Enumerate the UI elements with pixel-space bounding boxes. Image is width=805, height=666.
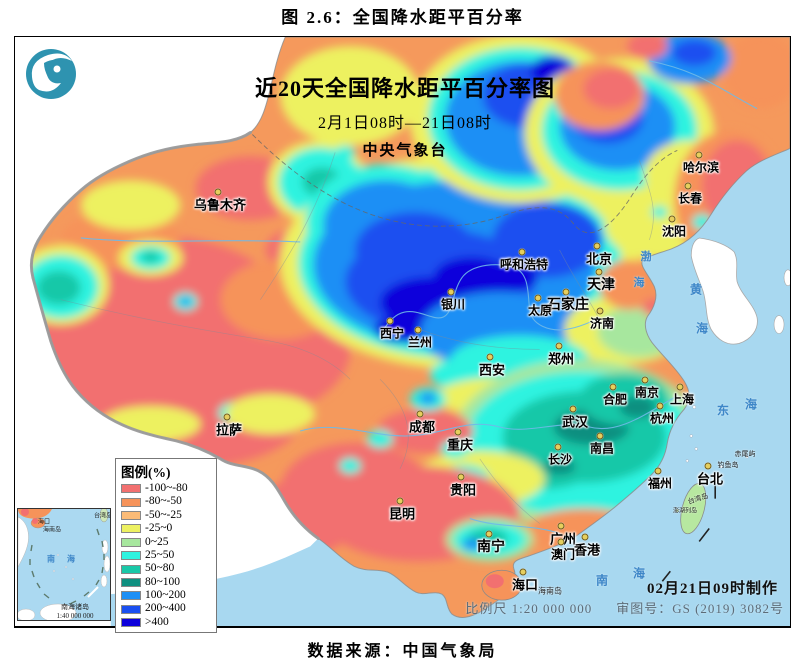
legend-range-label: 200~400 xyxy=(145,602,186,615)
inset-label: 台湾岛 xyxy=(93,513,111,520)
legend-range-label: 25~50 xyxy=(145,548,175,561)
legend-swatch xyxy=(121,577,141,587)
legend-item: 0~25 xyxy=(121,536,213,549)
legend-swatch xyxy=(121,510,141,520)
korea-landmass xyxy=(690,237,758,345)
legend-item: -50~-25 xyxy=(121,509,213,522)
map-title-block: 近20天全国降水距平百分率图 2月1日08时—21日08时 中央气象台 xyxy=(105,71,705,160)
boundary-dashes xyxy=(661,485,716,582)
legend-range-label: -50~-25 xyxy=(145,508,182,521)
taiwan-island xyxy=(675,483,707,535)
review-number: 审图号：GS (2019) 3082号 xyxy=(616,601,784,616)
legend-range-label: -100~-80 xyxy=(145,481,188,494)
inset-label: 南海诸岛 xyxy=(61,603,89,611)
rivers xyxy=(80,60,758,534)
map-period: 2月1日08时—21日08时 xyxy=(317,115,492,132)
legend-range-label: 100~200 xyxy=(145,589,186,602)
legend-item: 50~80 xyxy=(121,562,213,575)
legend: 图例(%) -100~-80 -80~-50 -50~-25 -25~0 0~25 25~… xyxy=(115,458,217,634)
sea-area xyxy=(110,148,790,626)
inset-label: 海口 xyxy=(37,519,51,526)
inset-label: 南 xyxy=(47,554,55,564)
legend-range-label: >400 xyxy=(145,615,169,628)
legend-swatch xyxy=(121,564,141,574)
inset-label: 海 xyxy=(67,554,75,564)
china-precipitation-map xyxy=(29,37,790,626)
map-scale: 比例尺 1:20 000 000 xyxy=(465,601,593,616)
legend-swatch xyxy=(121,591,141,601)
scale-row: 比例尺 1:20 000 000 审图号：GS (2019) 3082号 xyxy=(465,598,784,617)
map-title: 近20天全国降水距平百分率图 xyxy=(254,76,555,101)
legend-range-label: 80~100 xyxy=(145,575,180,588)
legend-swatch xyxy=(121,604,141,614)
figure-title: 图 2.6：全国降水距平百分率 xyxy=(281,8,524,27)
legend-item: 25~50 xyxy=(121,549,213,562)
logo-swirl xyxy=(31,53,72,92)
legend-swatch xyxy=(121,551,141,561)
inset-label: 1:40 000 000 xyxy=(56,612,94,620)
mongolia-border xyxy=(252,134,678,234)
legend-title: 图例(%) xyxy=(121,465,171,480)
map-panel: 近20天全国降水距平百分率图 2月1日08时—21日08时 中央气象台 乌鲁木齐… xyxy=(14,36,791,634)
map-agency: 中央气象台 xyxy=(362,142,448,159)
legend-item: 100~200 xyxy=(121,589,213,602)
national-border xyxy=(29,131,320,540)
cma-logo xyxy=(24,47,78,101)
legend-range-label: 0~25 xyxy=(145,535,169,548)
legend-swatch xyxy=(121,537,141,547)
legend-swatch xyxy=(121,618,141,628)
legend-item: -80~-50 xyxy=(121,495,213,508)
legend-range-label: -25~0 xyxy=(145,522,173,535)
legend-swatch xyxy=(121,524,141,534)
legend-item: >400 xyxy=(121,616,213,629)
legend-swatch xyxy=(121,484,141,494)
legend-item: -25~0 xyxy=(121,522,213,535)
legend-item: 200~400 xyxy=(121,603,213,616)
ten-dash-line xyxy=(29,528,105,605)
legend-item: -100~-80 xyxy=(121,482,213,495)
legend-range-label: -80~-50 xyxy=(145,495,182,508)
coastal-islands xyxy=(685,405,749,469)
legend-item: 80~100 xyxy=(121,576,213,589)
legend-range-label: 50~80 xyxy=(145,562,175,575)
hainan-island xyxy=(481,569,523,601)
inset-label: 海南岛 xyxy=(42,527,62,534)
legend-swatch xyxy=(121,497,141,507)
data-source-caption: 数据来源：中国气象局 xyxy=(307,643,498,660)
production-time: 02月21日09时制作 xyxy=(646,581,778,597)
south-china-sea-inset: 台湾岛海口 海南岛南 海南海诸岛 1:40 000 000 xyxy=(17,508,111,621)
